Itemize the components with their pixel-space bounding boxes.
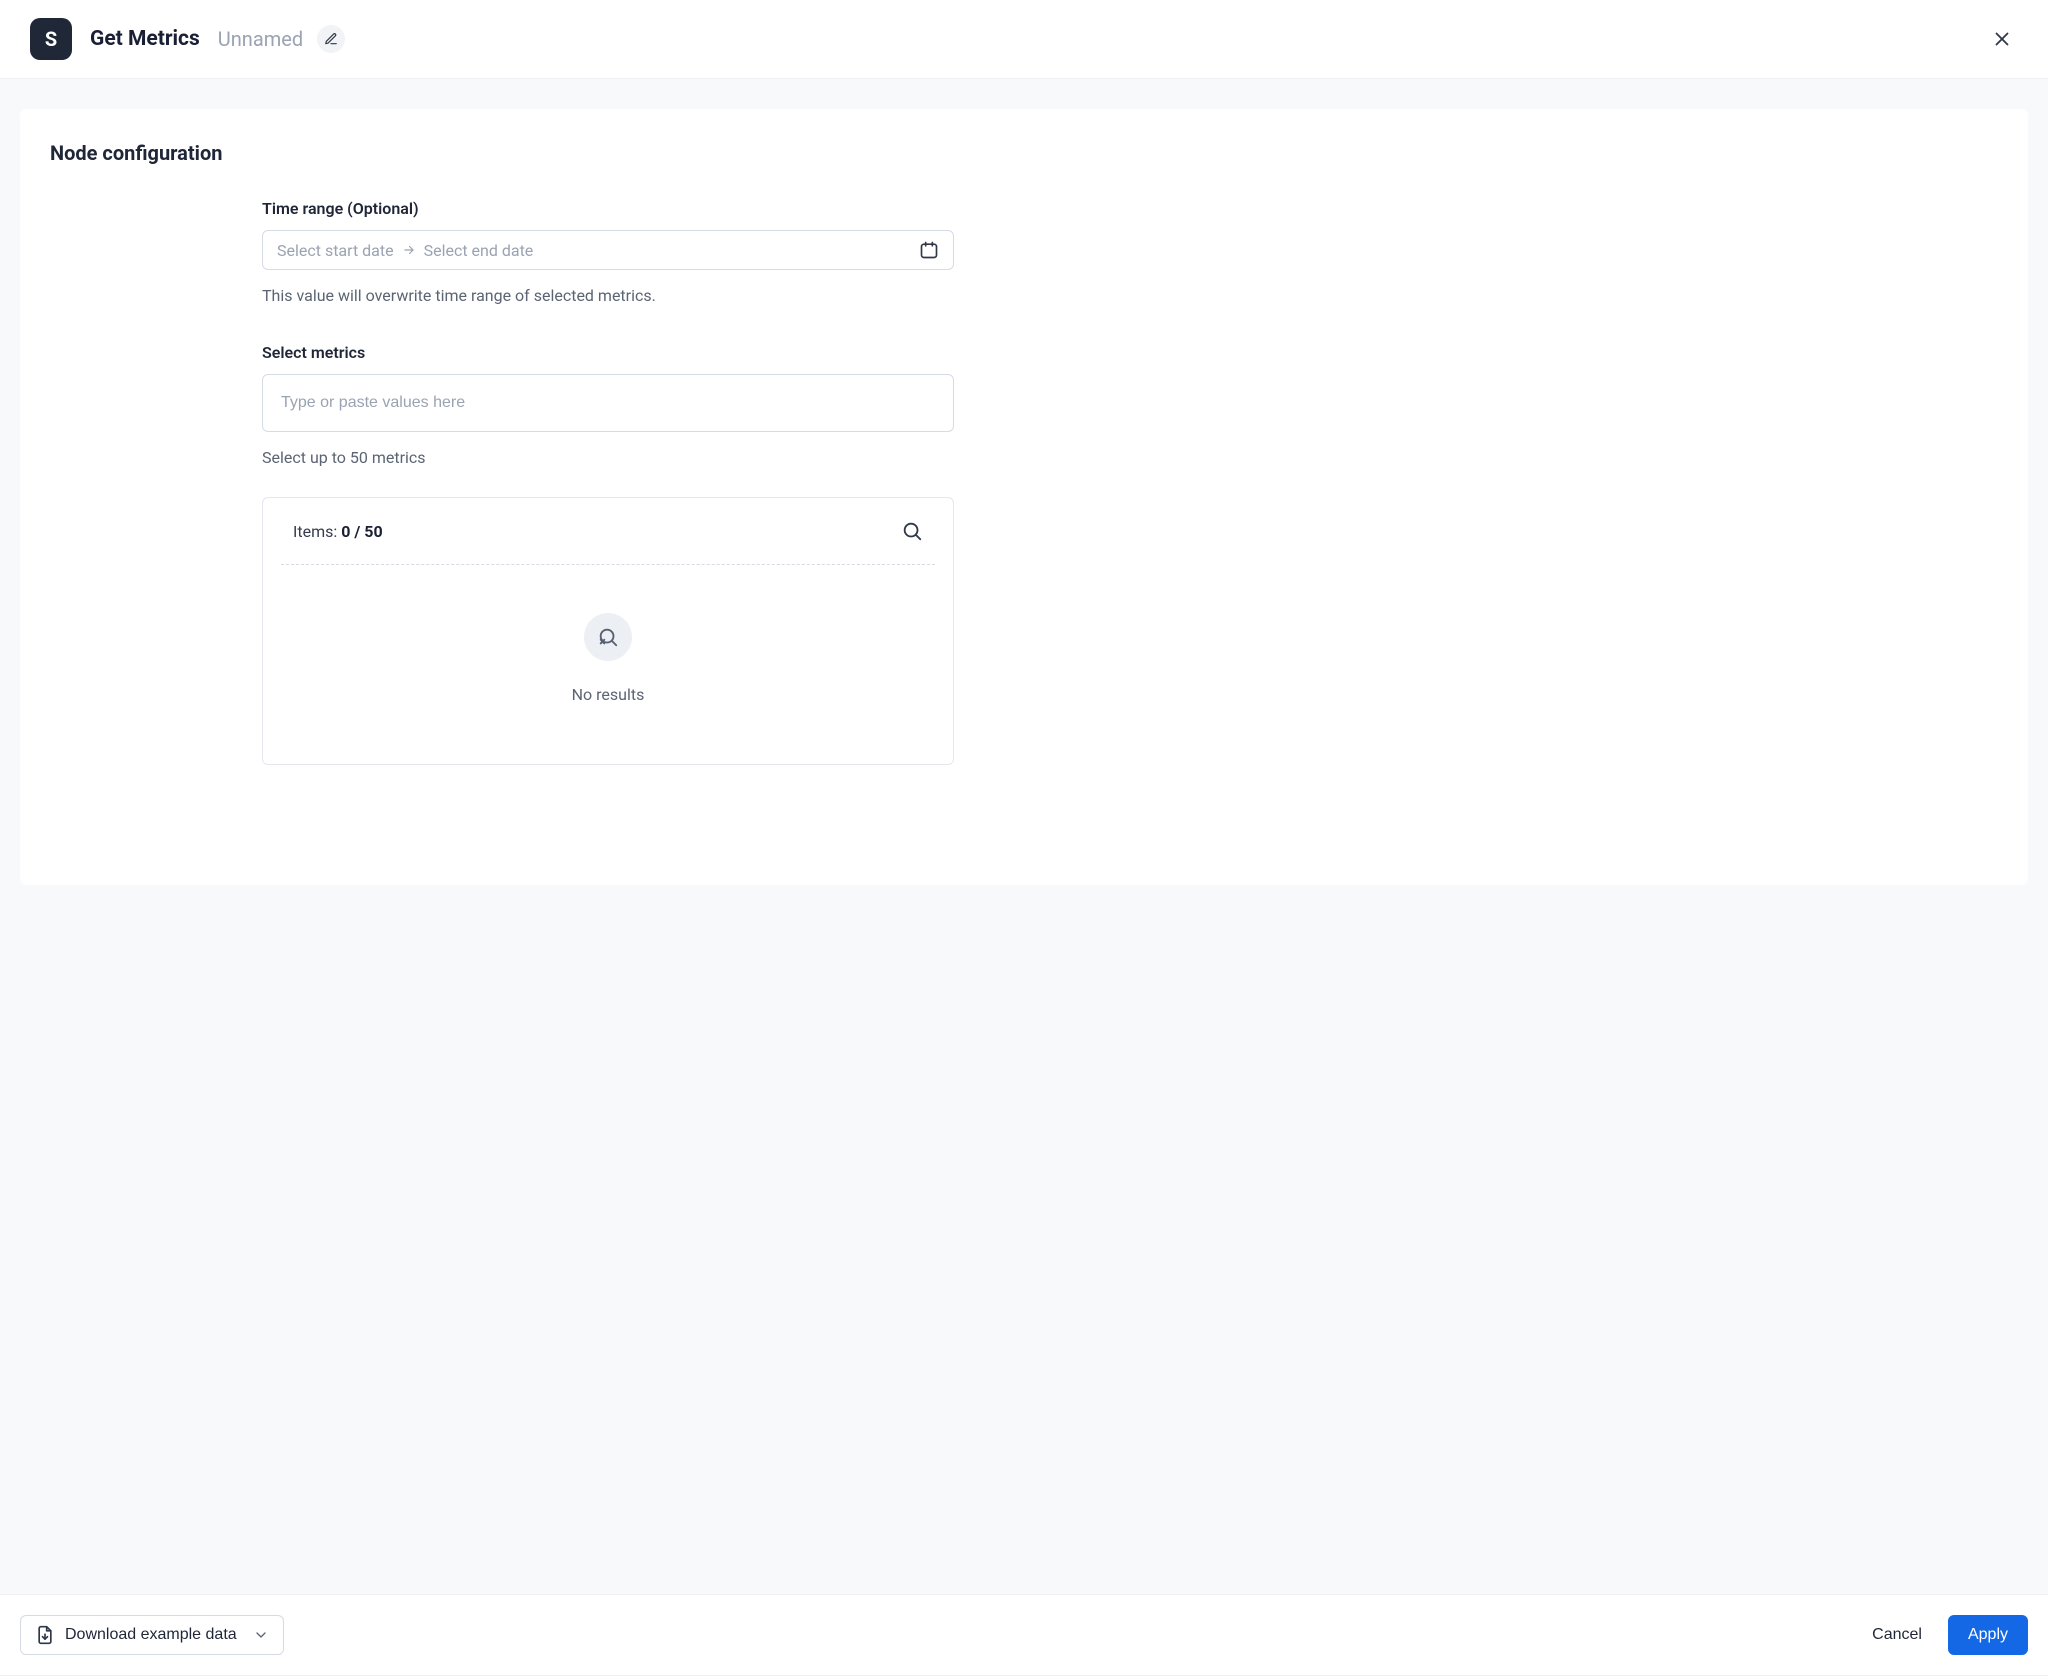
- app-initial: S: [45, 27, 57, 51]
- footer-actions: Cancel Apply: [1872, 1615, 2028, 1655]
- close-icon: [1991, 28, 2013, 50]
- download-example-label: Download example data: [65, 1626, 237, 1644]
- apply-button[interactable]: Apply: [1948, 1615, 2028, 1655]
- main-area: Node configuration Time range (Optional)…: [0, 78, 2048, 1594]
- download-example-button[interactable]: Download example data: [20, 1615, 284, 1655]
- time-range-label: Time range (Optional): [262, 199, 954, 218]
- no-results-text: No results: [572, 685, 645, 704]
- metrics-panel-head: Items: 0 / 50: [263, 498, 953, 564]
- pencil-icon: [324, 32, 338, 46]
- time-range-input[interactable]: Select start date Select end date: [262, 230, 954, 270]
- file-download-icon: [35, 1625, 55, 1645]
- edit-name-button[interactable]: [317, 25, 345, 53]
- search-metrics-button[interactable]: [901, 520, 923, 542]
- no-results-icon: [584, 613, 632, 661]
- metrics-input[interactable]: [262, 374, 954, 432]
- items-label: Items:: [293, 522, 337, 541]
- section-title: Node configuration: [50, 141, 1998, 165]
- metrics-helper: Select up to 50 metrics: [262, 448, 954, 467]
- footer-bar: Download example data Cancel Apply: [0, 1594, 2048, 1676]
- close-button[interactable]: [1986, 23, 2018, 55]
- page-title: Get Metrics: [90, 27, 200, 51]
- page-subtitle: Unnamed: [218, 27, 303, 51]
- header-bar: S Get Metrics Unnamed: [0, 0, 2048, 78]
- select-metrics-label: Select metrics: [262, 343, 954, 362]
- time-range-helper: This value will overwrite time range of …: [262, 286, 954, 305]
- start-date-placeholder: Select start date: [277, 241, 394, 260]
- config-card: Node configuration Time range (Optional)…: [20, 109, 2028, 885]
- arrow-right-icon: [402, 243, 416, 257]
- items-count: 0 / 50: [341, 522, 382, 541]
- cancel-button[interactable]: Cancel: [1872, 1626, 1922, 1644]
- no-results-state: No results: [263, 565, 953, 764]
- app-icon: S: [30, 18, 72, 60]
- search-icon: [901, 520, 923, 542]
- calendar-icon: [919, 240, 939, 260]
- chevron-down-icon: [253, 1627, 269, 1643]
- metrics-panel: Items: 0 / 50 No results: [262, 497, 954, 765]
- end-date-placeholder: Select end date: [424, 241, 534, 260]
- form-column: Time range (Optional) Select start date …: [262, 199, 954, 765]
